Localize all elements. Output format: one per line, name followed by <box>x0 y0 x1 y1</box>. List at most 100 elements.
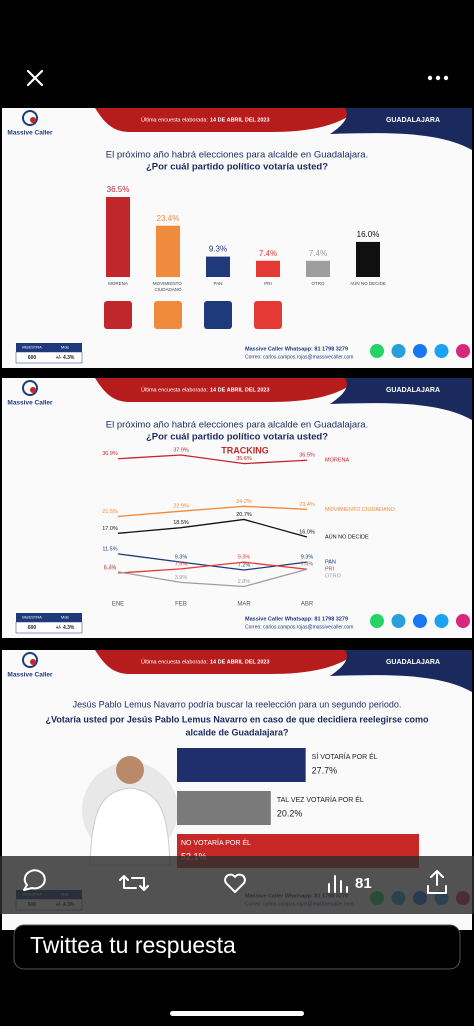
question-line: alcalde de Guadalajara? <box>185 727 288 737</box>
table-header <box>16 613 82 622</box>
value-label: 20.2% <box>277 808 303 818</box>
whatsapp: Massive Caller Whatsapp: 81 1798 3279 <box>245 616 348 622</box>
category-label: OTRO <box>312 281 325 286</box>
value-label: 7.4% <box>301 562 314 568</box>
portrait-body <box>89 787 171 866</box>
social-icon <box>391 344 406 358</box>
social-icon <box>370 614 384 628</box>
table-cell: 600 <box>28 355 37 361</box>
social-icon <box>434 614 449 628</box>
social-icon <box>456 614 470 628</box>
social-icon <box>434 344 449 358</box>
legend-label: PAN <box>325 560 336 566</box>
bar <box>177 791 271 825</box>
party-logo <box>254 301 282 329</box>
views-button[interactable] <box>328 875 348 893</box>
close-button[interactable] <box>26 69 44 87</box>
header-navy-band <box>330 650 472 692</box>
logo-name: Massive Caller <box>7 130 53 137</box>
value-label: 17.0% <box>102 526 118 532</box>
tracking-title: TRACKING <box>221 445 269 455</box>
social-icon <box>413 344 427 358</box>
logo-dot <box>30 659 36 665</box>
value-label: 24.2% <box>236 499 252 505</box>
table-header <box>16 343 82 352</box>
bar <box>106 197 130 277</box>
party-logo <box>204 301 232 329</box>
legend-label: MOVIMIENTO CIUDADANO <box>325 507 396 513</box>
city: GUADALAJARA <box>386 117 440 124</box>
category-label: MORENA <box>108 281 128 286</box>
series-line <box>117 454 308 465</box>
party-logo <box>104 301 132 329</box>
value-label: 23.4% <box>299 502 315 508</box>
view-count: 81 <box>355 875 372 892</box>
retweet-button[interactable] <box>119 875 149 891</box>
question-line: ¿Por cuál partido político votaría usted… <box>146 162 328 173</box>
bar <box>306 260 330 277</box>
logo-name: Massive Caller <box>7 400 53 407</box>
bar <box>177 748 306 782</box>
social-icon <box>370 344 384 358</box>
table-cell: +/- 4.3% <box>56 355 75 361</box>
value-label: 20.7% <box>236 512 252 518</box>
value-label: 7.2% <box>238 562 251 568</box>
question-line: El próximo año habrá elecciones para alc… <box>106 420 368 431</box>
series-line <box>117 518 308 538</box>
value-label: 7.5% <box>175 561 188 567</box>
x-tick-label: ABR <box>301 602 314 608</box>
city: GUADALAJARA <box>386 387 440 394</box>
table-body <box>15 351 83 364</box>
panel <box>2 378 472 638</box>
category-label: PRI <box>264 281 272 286</box>
x-tick-label: ENE <box>112 602 124 608</box>
like-button[interactable] <box>224 873 246 893</box>
category-label: TAL VEZ VOTARÍA POR ÉL <box>277 795 364 804</box>
legend-label: OTRO <box>325 574 342 580</box>
bar <box>256 260 280 277</box>
series-line <box>117 505 308 518</box>
table-body <box>15 621 83 634</box>
header-red-band <box>95 650 360 674</box>
legend-label: AÚN NO DECIDE <box>325 534 369 541</box>
home-indicator <box>170 1011 304 1016</box>
social-icon <box>456 344 470 358</box>
share-button[interactable] <box>427 870 447 894</box>
category-label: AÚN NO DECIDE <box>350 280 386 286</box>
table-header-cell: MUESTRA <box>22 345 42 350</box>
survey-label: Última encuesta elaborada: <box>141 658 208 665</box>
logo-dot <box>30 387 36 393</box>
value-label: 9.3% <box>209 245 227 254</box>
table-header-cell: MoE <box>61 615 70 620</box>
value-label: 35.6% <box>236 456 252 462</box>
x-tick-label: MAR <box>237 602 251 608</box>
value-label: 9.3% <box>175 555 188 561</box>
value-label: 2.8% <box>238 579 251 585</box>
category-label: SÍ VOTARÍA POR ÉL <box>312 752 378 761</box>
reply-box[interactable]: Twittea tu respuesta <box>13 924 461 970</box>
survey-date: 14 DE ABRIL DEL 2023 <box>210 659 270 665</box>
value-label: 16.0% <box>299 530 315 536</box>
action-bar: 81 <box>0 856 474 914</box>
logo-dot <box>30 117 36 123</box>
email: Correo: carlos.campos.rojas@massivecalle… <box>245 354 353 360</box>
reply-button[interactable] <box>23 869 46 891</box>
table-header-cell: MUESTRA <box>22 615 42 620</box>
survey-date: 14 DE ABRIL DEL 2023 <box>210 117 270 123</box>
logo-icon <box>22 380 38 396</box>
legend-label: MORENA <box>325 458 349 464</box>
value-label: 6.4% <box>104 565 117 571</box>
value-label: 7.4% <box>259 249 277 258</box>
city: GUADALAJARA <box>386 659 440 666</box>
category-label: NO VOTARÍA POR ÉL <box>181 838 251 847</box>
more-button[interactable] <box>427 75 449 81</box>
header-red-band <box>95 108 360 132</box>
survey-label: Última encuesta elaborada: <box>141 116 208 123</box>
legend-label: PRI <box>325 567 335 573</box>
series-line <box>117 568 308 588</box>
value-label: 6.7% <box>104 564 117 570</box>
value-label: 23.4% <box>157 214 180 223</box>
logo-icon <box>22 110 38 126</box>
